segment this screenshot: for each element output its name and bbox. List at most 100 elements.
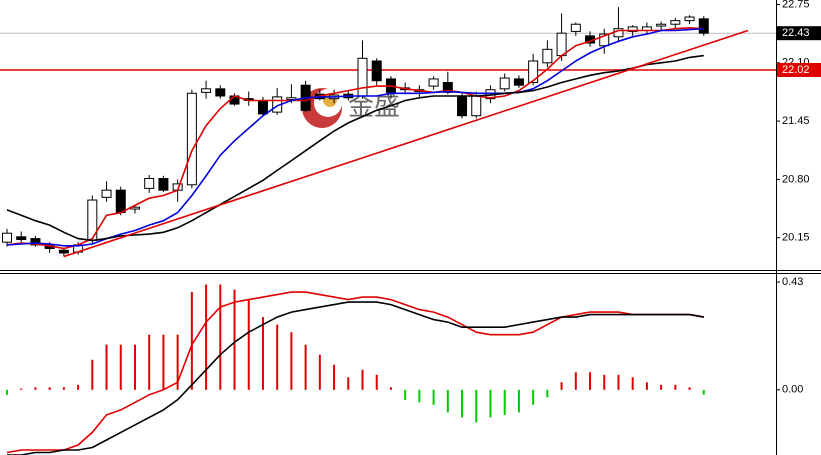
histogram-bar	[375, 374, 378, 390]
y-tick-label: 22.75	[782, 0, 810, 10]
candle-body	[158, 178, 169, 191]
indicator-line	[6, 54, 704, 242]
histogram-bar	[190, 292, 193, 390]
histogram-bar	[148, 334, 151, 390]
price-box	[777, 26, 821, 41]
histogram-bar	[333, 364, 336, 390]
y-tick-label: 20.15	[782, 232, 810, 244]
histogram-bar	[48, 387, 51, 390]
histogram-bar	[546, 389, 549, 398]
histogram-bar	[631, 377, 634, 390]
histogram-bar	[532, 389, 535, 405]
candle-body	[457, 95, 468, 117]
y-tick-label: 22.10	[782, 57, 810, 69]
histogram-bar	[261, 317, 264, 390]
histogram-bar	[62, 387, 65, 390]
y-tick-label: 21.45	[782, 115, 810, 127]
histogram-bar	[233, 289, 236, 390]
candle-body	[542, 48, 553, 64]
candle-body	[16, 236, 27, 241]
candle-body	[471, 95, 482, 117]
histogram-bar	[105, 344, 108, 390]
histogram-bar	[304, 344, 307, 390]
candle-body	[670, 20, 681, 25]
candle-body	[528, 60, 539, 84]
indicator-line	[6, 26, 704, 250]
histogram-bar	[560, 382, 563, 390]
histogram-bar	[133, 344, 136, 390]
candle-body	[201, 88, 212, 93]
histogram-bar	[361, 369, 364, 390]
level-label: 22.02	[782, 64, 810, 76]
y-tick-label: 20.80	[782, 173, 810, 185]
histogram-bar	[461, 389, 464, 418]
candle-body	[58, 249, 69, 254]
histogram-bar	[77, 384, 80, 390]
histogram-bar	[276, 324, 279, 390]
histogram-bar	[517, 389, 520, 413]
candle-body	[115, 189, 126, 214]
candle-body	[186, 92, 197, 186]
candle-body	[499, 77, 510, 90]
candle-body	[627, 26, 638, 32]
histogram-bar	[389, 387, 392, 390]
y-tick-label: 0.43	[782, 276, 803, 288]
candle-body	[656, 23, 667, 27]
candle-body	[144, 178, 155, 189]
histogram-bar	[6, 389, 8, 395]
candle-body	[2, 232, 12, 243]
price-box	[777, 62, 821, 77]
histogram-bar	[318, 354, 321, 390]
histogram-bar	[119, 344, 122, 390]
indicator-line	[6, 291, 704, 454]
histogram-bar	[290, 332, 293, 390]
candle-body	[684, 16, 695, 22]
indicator-line	[7, 301, 704, 455]
candle-body	[101, 189, 112, 198]
candle-body	[442, 82, 453, 93]
histogram-bar	[418, 389, 421, 403]
candle-body	[428, 78, 439, 87]
histogram-bar	[645, 382, 648, 390]
histogram-bar	[446, 389, 449, 413]
histogram-bar	[489, 389, 492, 418]
candle-body	[215, 88, 226, 97]
candle-body	[286, 97, 297, 101]
histogram-bar	[404, 389, 407, 400]
histogram-bar	[176, 334, 179, 390]
candle-body	[698, 18, 709, 34]
candle-body	[257, 99, 268, 115]
histogram-bar	[674, 384, 677, 390]
candle-body	[513, 78, 524, 86]
indicator-line	[6, 27, 704, 247]
y-tick-label: 0.00	[782, 384, 803, 396]
histogram-bar	[432, 389, 435, 405]
histogram-bar	[589, 372, 592, 390]
histogram-bar	[603, 374, 606, 390]
histogram-bar	[34, 387, 37, 390]
histogram-bar	[660, 384, 663, 390]
last-price-label: 22.43	[782, 27, 810, 39]
histogram-bar	[162, 334, 165, 390]
candle-body	[30, 238, 41, 246]
histogram-bar	[617, 374, 620, 390]
candle-body	[570, 23, 581, 32]
trend-line	[63, 29, 749, 258]
candle-body	[357, 57, 368, 97]
candle-body	[371, 60, 382, 82]
candle-body	[556, 32, 567, 57]
histogram-bar	[702, 389, 705, 395]
histogram-bar	[347, 377, 350, 390]
histogram-bar	[247, 299, 250, 390]
histogram-bar	[219, 284, 222, 390]
histogram-bar	[688, 387, 691, 390]
histogram-bar	[574, 372, 577, 390]
histogram-bar	[503, 389, 506, 415]
histogram-bar	[205, 284, 208, 390]
histogram-bar	[20, 388, 23, 390]
histogram-bar	[91, 359, 94, 390]
histogram-bar	[475, 389, 478, 423]
